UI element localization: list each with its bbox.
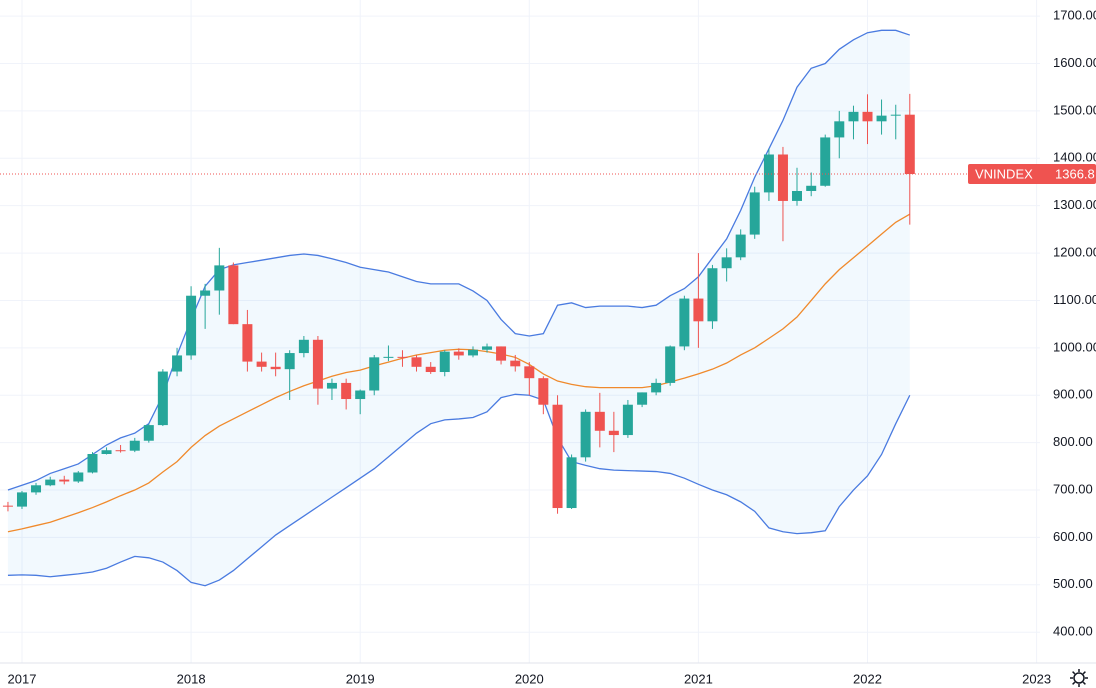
y-tick-label: 1200.00 [1053,245,1096,260]
candle-body [355,390,366,400]
candle-body [848,111,859,122]
candle-body [467,349,478,356]
candle-body [651,382,662,393]
price-axis-panel [1040,0,1096,688]
candle-body [143,425,154,441]
candle-body [566,457,577,509]
candle-body [665,346,676,383]
candle-body [735,234,746,258]
candle-body [270,366,281,370]
y-tick-label: 1300.00 [1053,197,1096,212]
candle-body [820,137,831,186]
candle-body [16,492,27,507]
settings-icon[interactable] [1070,669,1088,687]
candle-body [763,154,774,193]
candle-body [242,324,253,362]
candle-body [172,355,183,372]
axes: 400.00 500.00 600.00 700.00 800.00 900.00 1000… [8,8,1096,687]
candle-body [538,378,549,405]
x-tick-label: 2018 [177,671,206,686]
candle-body [298,339,309,354]
candle-body [777,154,788,201]
candle-body [904,114,915,175]
candle-body [397,356,408,358]
candle-body [637,392,648,405]
candle-body [580,411,591,458]
x-tick-label: 2017 [8,671,37,686]
candle-body [552,404,563,509]
candle-body [876,115,887,122]
candle-body [439,351,450,373]
candle-body [31,485,42,493]
candle-body [510,360,521,367]
candle-body [186,295,197,356]
candle-body [129,440,140,451]
candle-body [312,339,323,389]
candle-body [200,290,211,296]
candle-body [693,298,704,322]
y-tick-label: 700.00 [1053,481,1093,496]
candle-body [791,190,802,201]
candle-body [2,505,13,507]
candle-body [496,346,507,361]
y-tick-label: 600.00 [1053,529,1093,544]
candle-body [87,454,98,473]
candle-body [834,121,845,138]
candle-body [341,382,352,400]
candle-body [214,265,225,291]
candle-body [707,268,718,322]
candle-body [453,351,464,356]
y-tick-label: 1600.00 [1053,55,1096,70]
x-tick-label: 2021 [684,671,713,686]
candle-body [326,382,337,389]
y-tick-label: 800.00 [1053,434,1093,449]
candle-body [101,450,112,455]
candle-body [890,114,901,116]
candle-body [256,361,267,367]
x-tick-label: 2020 [515,671,544,686]
x-tick-label: 2019 [346,671,375,686]
candle-body [228,265,239,325]
candle-body [608,430,619,436]
band-lower [7,393,911,587]
candle-body [73,472,84,482]
series-name-tag: VNINDEX [975,166,1033,181]
candle-body [115,450,126,452]
candle-body [482,346,493,350]
candle-body [862,111,873,122]
y-tick-label: 1100.00 [1053,292,1096,307]
y-tick-label: 1500.00 [1053,102,1096,117]
y-tick-label: 1400.00 [1053,150,1096,165]
candle-body [284,353,295,370]
candle-body [622,404,633,436]
candle-body [157,371,168,426]
candle-body [59,479,70,482]
candle-body [425,366,436,373]
candle-body [383,356,394,358]
candle-body [411,357,422,367]
band-fill [7,30,910,586]
y-tick-label: 900.00 [1053,387,1093,402]
x-tick-label: 2022 [853,671,882,686]
y-tick-label: 1700.00 [1053,8,1096,23]
candle-body [679,298,690,347]
time-axis-panel [0,663,1096,688]
candle-body [524,366,535,379]
y-tick-label: 1000.00 [1053,339,1096,354]
candle-body [721,257,732,269]
plot-area [0,29,1040,587]
candle-body [45,479,56,486]
candle-body [806,185,817,191]
x-tick-label: 2023 [1022,671,1051,686]
candle-body [749,192,760,235]
candle-body [369,357,380,391]
candle-body [594,411,605,431]
y-tick-label: 500.00 [1053,576,1093,591]
last-price-label: 1366.8 [1055,166,1095,181]
last-price-tag [968,164,1096,185]
y-tick-label: 400.00 [1053,624,1093,639]
